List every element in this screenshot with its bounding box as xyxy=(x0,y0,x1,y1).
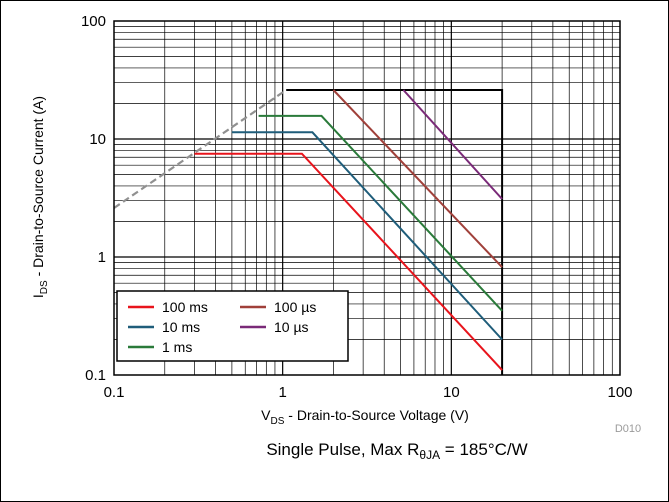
series-line-100us xyxy=(332,89,503,268)
x-tick-label: 100 xyxy=(607,384,632,401)
x-tick-label: 0.1 xyxy=(104,384,125,401)
curves xyxy=(113,89,504,375)
series-line-1ms xyxy=(258,114,503,312)
legend-label-100ms: 100 ms xyxy=(162,299,208,315)
legend-label-100us: 100 µs xyxy=(274,299,316,315)
legend-label-10ms: 10 ms xyxy=(162,319,200,335)
grid xyxy=(114,21,620,375)
figure-code: D010 xyxy=(615,423,641,435)
chart-caption: Single Pulse, Max RθJA = 185°C/W xyxy=(266,440,527,462)
y-tick-label: 1 xyxy=(98,249,106,266)
series-line-10us xyxy=(402,89,503,200)
x-axis-label: VDS - Drain-to-Source Voltage (V) xyxy=(261,407,469,427)
y-tick-label: 0.1 xyxy=(85,367,106,384)
x-tick-label: 10 xyxy=(443,384,460,401)
legend-label-1ms: 1 ms xyxy=(162,339,192,355)
series-line-100ms xyxy=(194,152,503,371)
legend: 100 ms 100 µs 10 ms 10 µs 1 ms xyxy=(116,290,349,362)
soa-boundary-line xyxy=(286,89,504,375)
y-tick-label: 100 xyxy=(81,13,106,30)
legend-box xyxy=(116,290,349,362)
tick-labels: 0.1 1 10 100 0.1 1 10 100 xyxy=(81,13,633,401)
legend-label-10us: 10 µs xyxy=(274,319,309,335)
y-axis-label: IDS - Drain-to-Source Current (A) xyxy=(30,96,50,298)
y-tick-label: 10 xyxy=(89,131,106,148)
plot-border xyxy=(113,20,621,376)
series-line-10ms xyxy=(231,131,503,341)
rdson-limit-line xyxy=(113,89,287,209)
x-tick-label: 1 xyxy=(278,384,286,401)
